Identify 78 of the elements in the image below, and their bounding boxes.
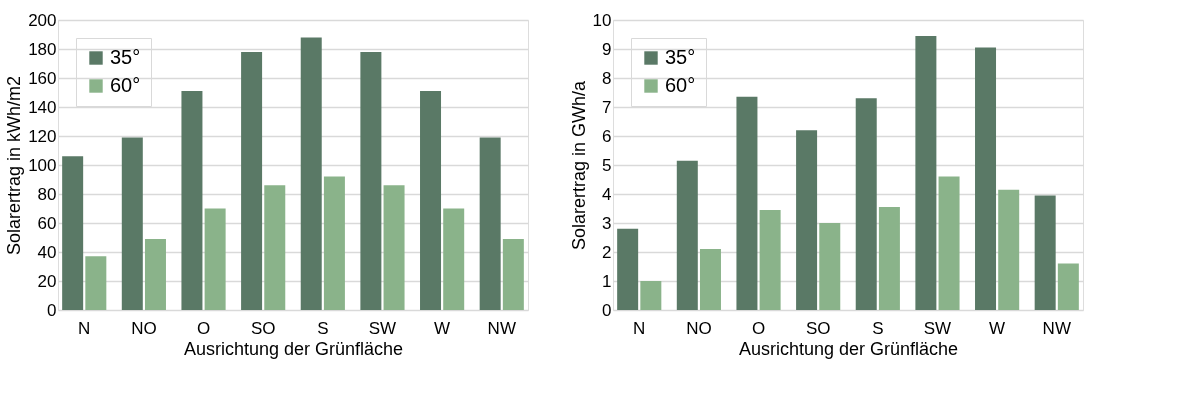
bar [264, 185, 286, 310]
x-tick-label: S [317, 318, 329, 338]
y-tick-label: 9 [602, 39, 612, 59]
bar [699, 249, 721, 310]
x-tick-label: N [78, 318, 91, 338]
bar [204, 208, 226, 310]
x-tick-label: W [434, 318, 451, 338]
x-axis-title: Ausrichtung der Grünfläche [183, 338, 404, 359]
x-tick-label: N [633, 318, 646, 338]
y-tick-label: 6 [602, 126, 612, 146]
bar [1034, 195, 1056, 310]
bar [121, 137, 143, 310]
x-tick-label: NW [487, 318, 516, 338]
bar [938, 176, 960, 310]
bar [878, 207, 900, 310]
bar [144, 238, 166, 310]
x-tick-label: W [989, 318, 1006, 338]
bar [443, 208, 465, 310]
bar [676, 160, 698, 310]
y-tick-label: 80 [37, 184, 57, 204]
x-tick-label: O [751, 318, 766, 338]
bar [479, 137, 501, 310]
y-tick-label: 4 [602, 184, 612, 204]
bar [796, 130, 818, 310]
y-tick-label: 140 [28, 97, 57, 117]
y-tick-label: 10 [592, 10, 612, 30]
bar [502, 238, 524, 310]
y-tick-label: 0 [47, 300, 57, 320]
x-tick-label: SW [923, 318, 952, 338]
x-tick-label: SO [250, 318, 276, 338]
bar [1057, 263, 1079, 310]
bar [85, 256, 107, 310]
y-tick-label: 200 [28, 10, 57, 30]
legend-label: 35° [110, 46, 141, 68]
y-tick-label: 100 [28, 155, 57, 175]
x-tick-label: NW [1042, 318, 1071, 338]
legend-label: 35° [665, 46, 696, 68]
y-tick-label: 160 [28, 68, 57, 88]
bar [241, 51, 263, 310]
legend-label: 60° [665, 74, 696, 96]
bar [855, 98, 877, 310]
y-tick-label: 180 [28, 39, 57, 59]
bar [759, 209, 781, 310]
bar [736, 96, 758, 310]
y-tick-label: 3 [602, 213, 612, 233]
y-tick-label: 0 [602, 300, 612, 320]
bar [323, 176, 345, 310]
y-tick-label: 8 [602, 68, 612, 88]
y-tick-label: 5 [602, 155, 612, 175]
y-tick-label: 2 [602, 242, 612, 262]
bar [617, 228, 639, 310]
bar [420, 91, 442, 310]
bar [640, 281, 662, 310]
bar [819, 223, 841, 310]
bar [62, 156, 84, 310]
bar [383, 185, 405, 310]
y-tick-label: 20 [37, 271, 57, 291]
x-tick-label: NO [131, 318, 157, 338]
y-axis-title: Solarertrag in kWh/m2 [4, 75, 25, 256]
bar [360, 51, 382, 310]
y-axis-title: Solarertrag in GWh/a [568, 79, 589, 251]
bar [300, 37, 322, 310]
bar [975, 47, 997, 310]
y-tick-label: 40 [37, 242, 57, 262]
x-tick-label: NO [686, 318, 712, 338]
x-tick-label: SO [805, 318, 831, 338]
y-tick-label: 7 [602, 97, 612, 117]
y-tick-label: 1 [602, 271, 612, 291]
legend-label: 60° [110, 74, 141, 96]
x-tick-label: S [872, 318, 884, 338]
bar [915, 35, 937, 310]
x-tick-label: SW [368, 318, 397, 338]
bar [998, 189, 1020, 310]
y-tick-label: 120 [28, 126, 57, 146]
y-tick-label: 60 [37, 213, 57, 233]
x-axis-title: Ausrichtung der Grünfläche [738, 338, 959, 359]
x-tick-label: O [196, 318, 211, 338]
bar [181, 91, 203, 310]
